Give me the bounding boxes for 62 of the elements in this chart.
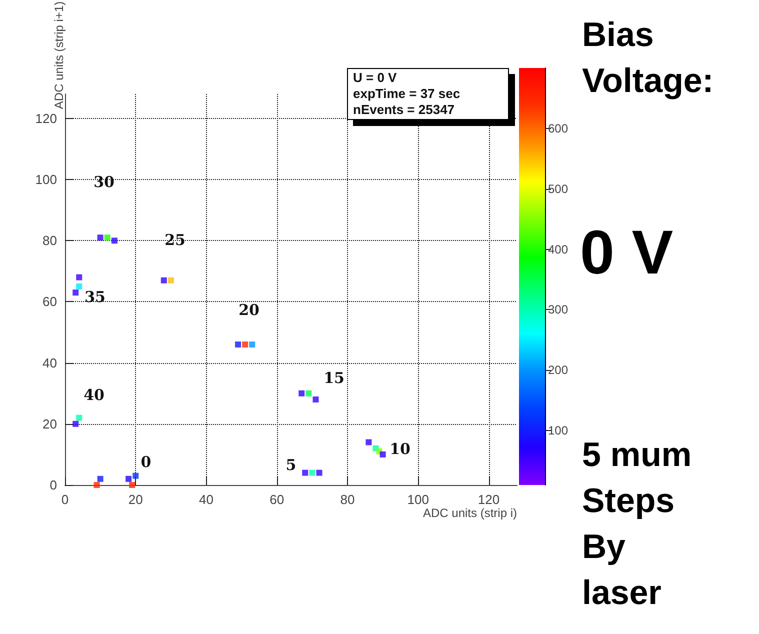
annotation: 5	[286, 456, 296, 474]
point	[242, 341, 248, 348]
y-axis-title: ADC units (strip i+1)	[52, 1, 66, 110]
point	[72, 290, 79, 296]
y-tick-label: 40	[42, 355, 57, 370]
y-tick-label: 60	[42, 294, 57, 310]
y-tick-label: 0	[50, 478, 57, 492]
annotation: 10	[390, 440, 410, 458]
color-bar-label: 500	[548, 182, 568, 196]
point	[366, 439, 372, 446]
x-tick-label: 40	[199, 492, 214, 507]
y-tick-label: 20	[42, 416, 57, 432]
point	[97, 234, 104, 241]
annotation: 0	[140, 453, 152, 471]
text: Bias Voltage:	[582, 16, 714, 100]
point	[312, 396, 319, 402]
annotation: 30	[94, 173, 114, 191]
x-tick-label: 120	[478, 492, 500, 507]
point	[129, 482, 136, 488]
color-bar-label: 200	[548, 363, 568, 378]
point	[132, 472, 139, 479]
annotation: nEvents = 25347	[353, 102, 456, 118]
y-tick-label: 120	[35, 110, 57, 126]
point	[302, 470, 308, 476]
annotation: 35	[84, 288, 106, 306]
point	[104, 234, 110, 241]
x-tick-label: 80	[340, 492, 355, 507]
point	[72, 420, 79, 427]
y-tick-label: 80	[42, 233, 57, 248]
color-bar-label: 100	[548, 424, 568, 438]
x-tick-label: 60	[270, 492, 284, 507]
point	[76, 274, 82, 280]
x-tick-label: 100	[407, 492, 429, 507]
annotation: expTime = 37 sec	[353, 86, 462, 102]
point	[76, 414, 82, 421]
x-tick-label: 20	[128, 492, 143, 507]
point	[235, 341, 242, 348]
point	[97, 476, 104, 482]
color-bar-label: 600	[548, 121, 568, 136]
text: 0 V	[580, 218, 674, 288]
point	[316, 470, 322, 476]
point	[306, 390, 312, 396]
color-bar-label: 400	[548, 242, 568, 256]
color-bar-label: 300	[548, 302, 568, 317]
point	[94, 482, 100, 488]
text: 5 mum Steps By laser	[582, 436, 702, 612]
point	[168, 277, 174, 284]
point	[76, 283, 82, 290]
point	[309, 470, 316, 476]
annotation: 20	[238, 301, 260, 319]
point	[160, 277, 167, 284]
y-tick-label: 100	[35, 172, 57, 188]
point	[298, 390, 305, 396]
x-tick-label: 0	[61, 492, 69, 507]
annotation: 15	[324, 369, 344, 387]
point	[380, 451, 386, 458]
point	[111, 238, 118, 244]
annotation: 40	[84, 386, 104, 404]
x-axis-title: ADC units (strip i)	[422, 506, 517, 520]
annotation: 25	[164, 231, 186, 249]
point	[126, 476, 132, 482]
point	[249, 341, 256, 348]
